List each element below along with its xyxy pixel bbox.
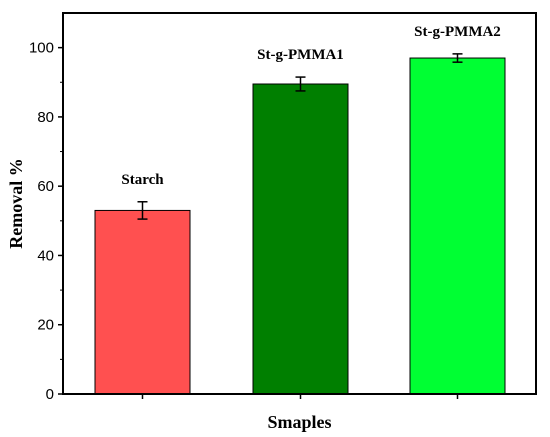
y-tick-label-80: 80 [37,109,54,126]
y-axis-title: Removal % [6,158,26,248]
plot-frame [62,12,537,395]
bar-label-2: St-g-PMMA1 [257,47,344,63]
bar-label-3: St-g-PMMA2 [414,24,501,40]
bar-3 [409,57,506,395]
x-axis-title: Smaples [267,412,331,432]
y-tick-label-60: 60 [37,178,54,195]
y-tick-label-0: 0 [46,386,54,403]
y-tick-label-40: 40 [37,247,54,264]
bar-1 [94,209,191,395]
plot-area: 0 20 40 60 80 100 Starch St-g-PMMA1 St-g-PMMA2 [29,24,506,403]
bar-label-1: Starch [121,172,164,188]
bar-2 [252,83,349,395]
y-tick-label-20: 20 [37,317,54,334]
y-tick-label-100: 100 [29,40,54,57]
